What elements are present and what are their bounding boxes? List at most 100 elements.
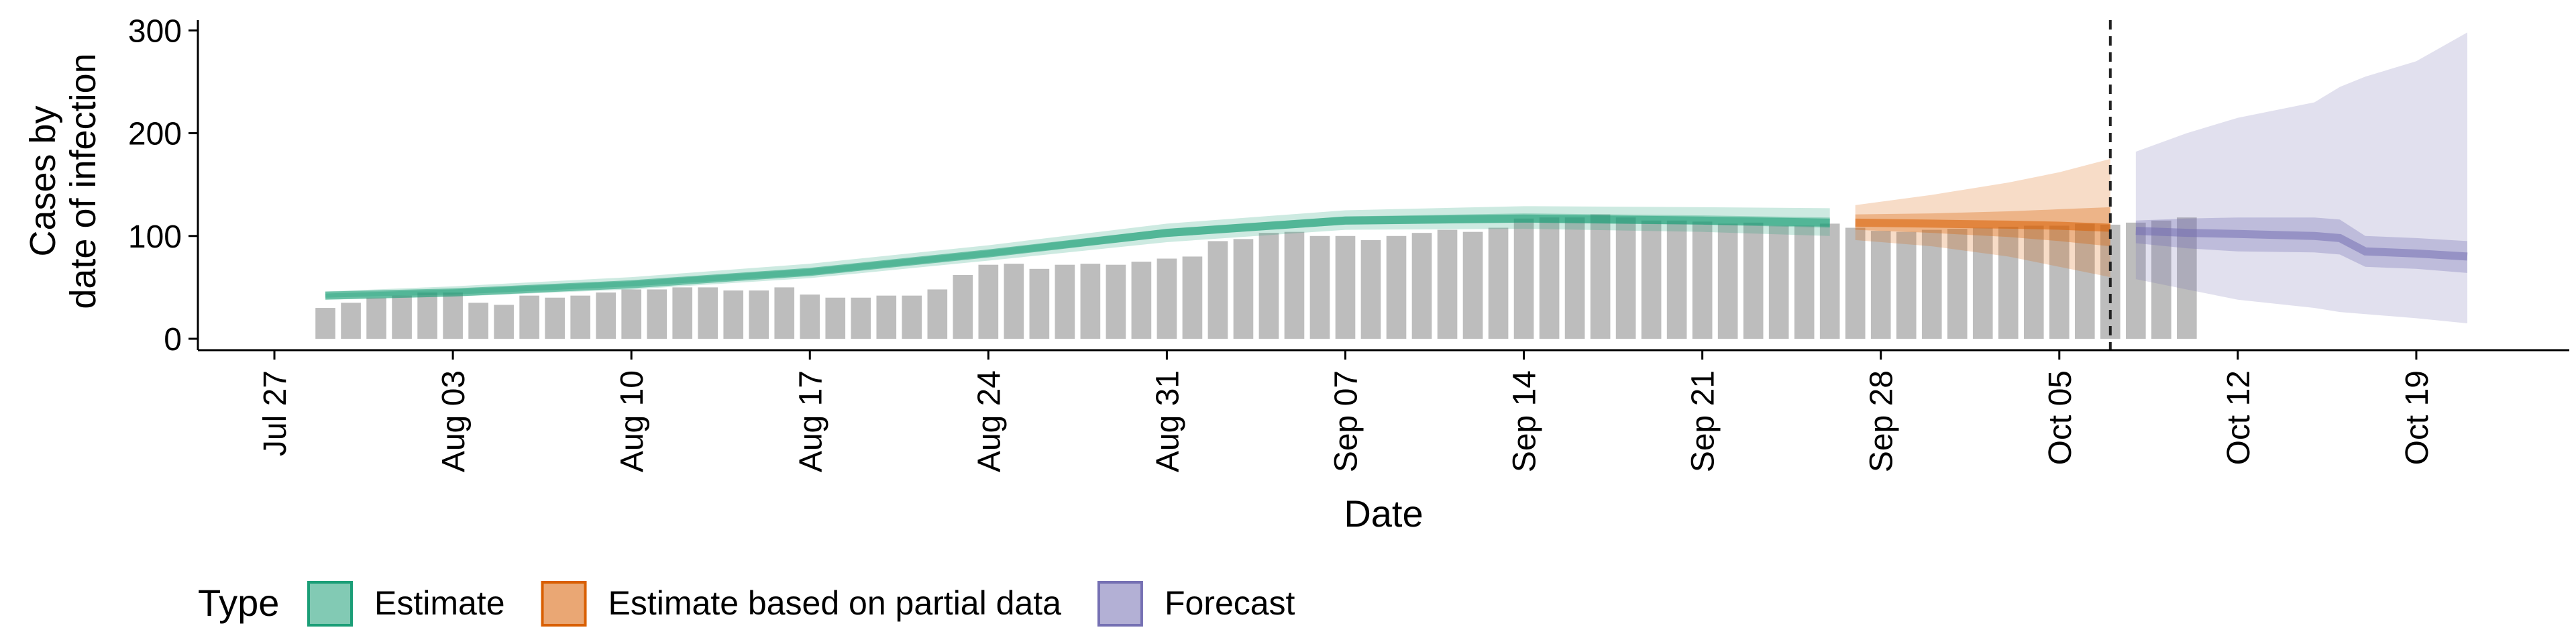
bar <box>672 287 693 339</box>
bar <box>800 294 820 339</box>
bar <box>1794 225 1815 339</box>
legend-label: Estimate based on partial data <box>608 584 1062 622</box>
bar <box>1692 221 1713 339</box>
bar <box>2125 222 2146 339</box>
bar <box>1131 262 1152 339</box>
y-axis-label-line: date of infection <box>63 53 103 309</box>
bar <box>417 292 437 339</box>
bar <box>315 308 335 339</box>
bar <box>1641 220 1662 339</box>
partial-median-line <box>1855 218 2111 232</box>
axes-layer <box>197 20 2569 352</box>
bar <box>1029 268 1050 339</box>
bar <box>723 290 744 339</box>
bar <box>1947 229 1968 339</box>
x-tick-label: Jul 27 <box>258 370 293 456</box>
x-tick-label: Aug 03 <box>436 370 472 472</box>
bar <box>1564 217 1585 339</box>
bar <box>1157 258 1177 339</box>
bar <box>1845 227 1866 339</box>
bar <box>1004 264 1024 339</box>
legend-key-forecast <box>1097 581 1143 627</box>
bars-layer <box>315 214 2197 339</box>
bar <box>953 275 973 339</box>
x-tick-label: Sep 07 <box>1328 370 1364 472</box>
bar <box>1717 223 1738 339</box>
bar <box>1233 239 1254 339</box>
bar <box>366 297 386 339</box>
legend-key-partial <box>541 581 587 627</box>
x-tick-label: Aug 31 <box>1150 370 1185 472</box>
x-tick-label: Aug 17 <box>793 370 828 472</box>
y-tick-label: 0 <box>164 322 182 358</box>
bar <box>2023 225 2044 339</box>
bar <box>1386 235 1407 339</box>
bar <box>1539 217 1560 339</box>
bar <box>2151 220 2171 339</box>
bar <box>1309 235 1330 339</box>
bar <box>468 303 488 339</box>
bar <box>2074 223 2095 339</box>
bar <box>1360 239 1381 339</box>
bar <box>494 305 514 339</box>
x-tick-label: Sep 28 <box>1864 370 1900 472</box>
x-axis-label: Date <box>1344 492 1423 535</box>
bar <box>1437 229 1458 339</box>
x-tick-label: Oct 19 <box>2400 370 2435 465</box>
legend-title: Type <box>198 582 279 624</box>
x-tick-label: Oct 05 <box>2043 370 2078 465</box>
legend: Type Estimate Estimate based on partial d… <box>198 581 1295 627</box>
bar <box>1768 225 1789 339</box>
x-ticks: Jul 27 Aug 03 Aug 10 Aug 17 Aug 24 Aug 31 Sep … <box>258 350 2435 472</box>
bar <box>2049 225 2070 339</box>
bar <box>1258 233 1279 339</box>
bar <box>1335 235 1356 339</box>
x-tick-label: Sep 14 <box>1507 370 1543 472</box>
bar <box>519 295 539 339</box>
bar <box>774 287 795 339</box>
legend-label: Forecast <box>1165 584 1295 622</box>
bar <box>1870 231 1891 339</box>
bar <box>1208 241 1228 339</box>
bar <box>927 289 948 339</box>
y-tick-label: 300 <box>128 13 182 49</box>
bar <box>825 297 846 339</box>
bar <box>1972 227 1993 339</box>
x-tick-label: Aug 24 <box>971 370 1007 472</box>
bar <box>1488 227 1509 339</box>
bar <box>749 290 769 339</box>
bar <box>876 295 897 339</box>
estimate-median-line <box>325 214 1830 300</box>
bar <box>1080 264 1101 339</box>
partial-outer-band <box>1855 158 2110 278</box>
bar <box>392 295 412 339</box>
bar <box>1921 229 1942 339</box>
bar <box>1590 214 1611 339</box>
bar <box>978 264 999 339</box>
y-tick-label: 200 <box>128 117 182 152</box>
bar <box>1513 218 1534 339</box>
bar <box>1615 217 1636 339</box>
bar <box>1896 231 1917 339</box>
bar <box>1666 220 1687 339</box>
bar <box>570 295 590 339</box>
bar <box>647 289 667 339</box>
bar <box>1998 226 2019 339</box>
y-axis-label-line: Cases by <box>23 105 63 256</box>
bar <box>698 287 718 339</box>
bar <box>1411 233 1432 339</box>
bar <box>1743 222 1764 339</box>
forecast-outer-band <box>2135 32 2467 324</box>
bar <box>851 297 871 339</box>
bar <box>621 289 642 339</box>
bar <box>902 295 922 339</box>
bar <box>1819 223 1840 339</box>
x-tick-label: Oct 12 <box>2221 370 2257 465</box>
bar <box>1106 264 1126 339</box>
forecast-median-line <box>2135 227 2468 261</box>
bar <box>443 292 463 339</box>
legend-label: Estimate <box>374 584 505 622</box>
x-tick-label: Sep 21 <box>1686 370 1721 472</box>
bar <box>1055 264 1075 339</box>
